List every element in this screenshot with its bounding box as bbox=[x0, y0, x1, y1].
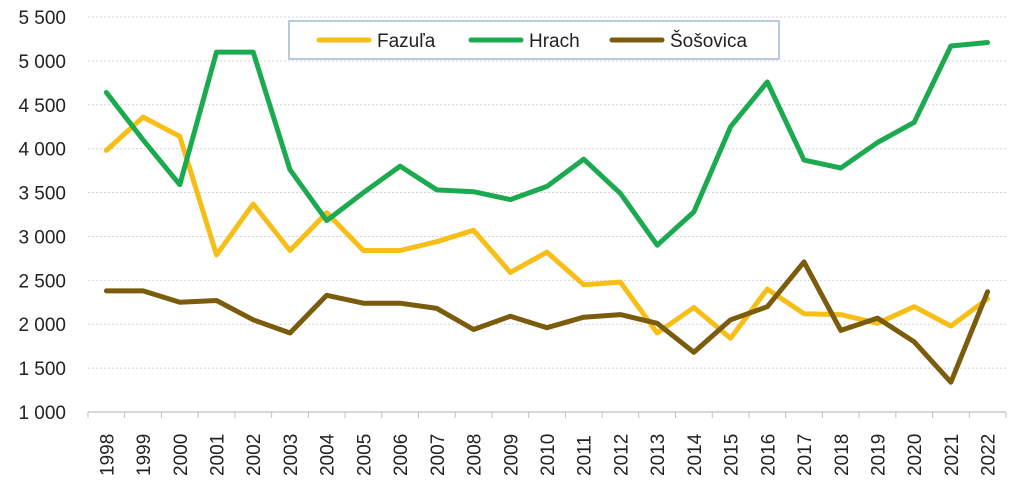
x-tick-label: 2012 bbox=[611, 434, 632, 476]
y-tick-label: 1 500 bbox=[18, 359, 66, 380]
series-lines bbox=[103, 40, 991, 385]
x-tick-label: 2004 bbox=[318, 433, 339, 476]
y-tick-label: 4 000 bbox=[18, 140, 66, 161]
x-tick-label: 2008 bbox=[465, 434, 486, 476]
legend-label: Fazuľa bbox=[377, 31, 436, 52]
x-tick-label: 2019 bbox=[868, 434, 889, 476]
x-tick-label: 2003 bbox=[281, 434, 302, 476]
x-tick-label: 2015 bbox=[722, 434, 743, 476]
y-tick-label: 2 000 bbox=[18, 315, 66, 336]
y-tick-label: 2 500 bbox=[18, 271, 66, 292]
x-tick-label: 2006 bbox=[391, 434, 412, 476]
series-line-hrach bbox=[103, 40, 991, 248]
x-tick-label: 2005 bbox=[354, 434, 375, 476]
y-tick-label: 1 000 bbox=[18, 403, 66, 424]
x-tick-label: 2013 bbox=[648, 434, 669, 476]
x-tick-label: 2020 bbox=[905, 434, 926, 476]
x-tick-label: 2000 bbox=[171, 434, 192, 476]
x-tick-label: 1998 bbox=[97, 434, 118, 476]
series-line-šošovica bbox=[103, 259, 991, 385]
gridlines bbox=[88, 16, 1006, 369]
x-tick-label: 2002 bbox=[244, 434, 265, 476]
legend: Fazuľa Hrach Šošovica bbox=[288, 20, 780, 60]
x-tick-label: 2021 bbox=[942, 434, 963, 476]
x-tick-label: 2014 bbox=[685, 433, 706, 476]
y-tick-label: 3 500 bbox=[18, 184, 66, 205]
x-tick-label: 2017 bbox=[795, 434, 816, 476]
x-tick-label: 2010 bbox=[538, 434, 559, 476]
legend-label: Hrach bbox=[529, 31, 580, 52]
x-tick-label: 2022 bbox=[979, 434, 1000, 476]
y-tick-label: 3 000 bbox=[18, 227, 66, 248]
y-tick-label: 5 000 bbox=[18, 52, 66, 73]
x-tick-label: 1999 bbox=[134, 434, 155, 476]
y-tick-label: 4 500 bbox=[18, 96, 66, 117]
x-tick-label: 2011 bbox=[575, 435, 596, 476]
x-tick-label: 2007 bbox=[428, 434, 449, 476]
x-tick-label: 2016 bbox=[758, 434, 779, 476]
y-axis-tick-labels: 1 000 1 500 2 000 2 500 3 000 3 500 4 000 4 500… bbox=[18, 8, 66, 424]
series-line-fazuľa bbox=[103, 114, 991, 341]
legend-label: Šošovica bbox=[670, 30, 748, 52]
x-tick-label: 2009 bbox=[501, 434, 522, 476]
x-tick-label: 2001 bbox=[208, 434, 229, 476]
y-tick-label: 5 500 bbox=[18, 8, 66, 29]
x-tick-label: 2018 bbox=[832, 434, 853, 476]
x-axis: 1998 1999 2000 2001 2002 2003 2004 2005 2006 2007… bbox=[87, 411, 1007, 476]
